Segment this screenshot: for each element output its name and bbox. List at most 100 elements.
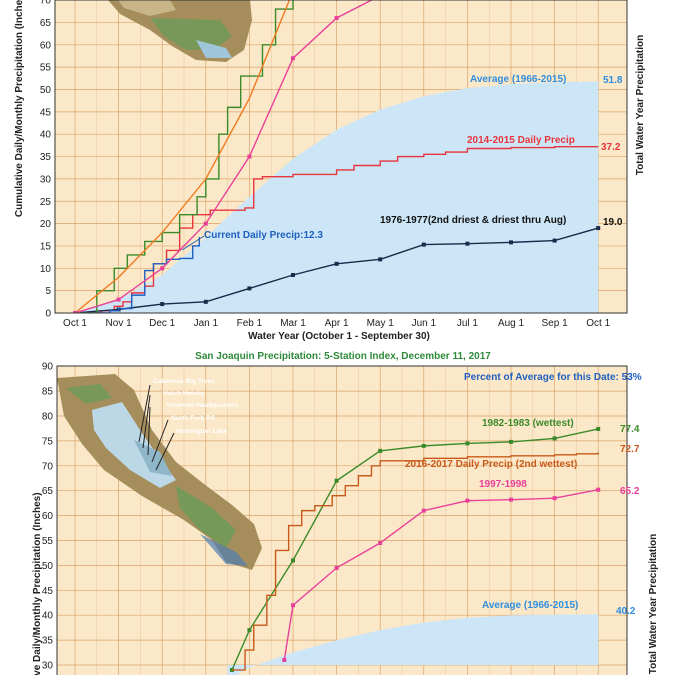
bottom-series-1-point — [552, 436, 557, 441]
top-x-tick-label: Oct 1 — [586, 318, 610, 329]
top-series-2-point — [465, 241, 470, 246]
bottom-series-1-point — [291, 558, 295, 563]
bottom-average-label: Average (1966-2015) — [482, 600, 578, 611]
top-series-line-6 — [74, 0, 374, 313]
top-y-tick-label: 45 — [40, 107, 52, 118]
top-current-label-pointer — [181, 235, 205, 251]
top-x-ticks: Oct 1 Nov 1 Dec 1 Jan 1 Feb 1 Mar 1 Apr 1 May 1… — [63, 318, 611, 329]
top-chart: 0 5 10 15 20 25 30 35 40 45 50 55 60 65 70 Oct 1 Nov 1 D… — [14, 0, 646, 342]
top-x-tick-label: Apr 1 — [325, 318, 349, 329]
bottom-series-3-point — [282, 658, 287, 663]
top-x-tick-label: Jan 1 — [194, 318, 219, 329]
top-1976-1977-label: 1976-1977(2nd driest & driest thru Aug) — [380, 215, 566, 226]
top-series-2-point — [291, 273, 295, 278]
bottom-y-tick-label: 30 — [42, 661, 54, 672]
top-x-tick-label: Feb 1 — [237, 318, 263, 329]
bottom-y-axis-label: ative Daily/Monthly Precipitation (Inche… — [32, 492, 43, 675]
map-label-huntington: Huntington Lake — [176, 428, 228, 435]
bottom-y-tick-label: 70 — [42, 461, 54, 472]
top-1976-1977-end-value: 19.0 — [603, 217, 623, 228]
top-series-2-point — [378, 257, 383, 262]
top-series-2-point — [509, 240, 513, 245]
top-y-tick-label: 5 — [45, 286, 51, 297]
top-series-line-1 — [75, 146, 599, 313]
bottom-plot-border — [56, 365, 628, 675]
bottom-y-tick-label: 35 — [42, 636, 54, 647]
top-y-ticks: 0 5 10 15 20 25 30 35 40 45 50 55 60 65 70 — [40, 0, 52, 320]
bottom-series-3-point — [509, 497, 513, 502]
bottom-series-3-point — [291, 603, 295, 608]
top-y-tick-label: 35 — [40, 152, 52, 163]
map-label-yosemite: Yosemite Headquarters — [166, 402, 239, 409]
top-y-tick-label: 65 — [40, 18, 52, 29]
top-series-2-point — [552, 238, 557, 243]
bottom-series-3-point — [334, 565, 339, 570]
bottom-series-1-point — [334, 478, 339, 483]
top-y-tick-label: 60 — [40, 40, 52, 51]
top-series-line-5 — [74, 0, 291, 313]
bottom-1997-1998-end-value: 65.2 — [620, 486, 640, 497]
map-label-hetch-hetchy: Hetch Hetchy — [163, 390, 205, 397]
bottom-y-tick-label: 90 — [42, 362, 54, 373]
map-label-north-fork: North Fork RS — [171, 415, 216, 422]
top-current-label: Current Daily Precip:12.3 — [204, 230, 323, 241]
bottom-1982-1983-end-value: 77.4 — [620, 424, 640, 435]
top-series-2-point — [334, 261, 339, 266]
bottom-y-tick-label: 60 — [42, 511, 54, 522]
top-x-tick-label: Sep 1 — [542, 318, 569, 329]
bottom-series-3-point — [596, 487, 601, 492]
top-x-tick-label: Jun 1 — [412, 318, 437, 329]
bottom-series-lines — [229, 426, 601, 672]
california-map-inset — [108, 0, 252, 62]
top-x-tick-label: May 1 — [367, 318, 395, 329]
bottom-y-tick-label: 50 — [42, 561, 54, 572]
map-label-calaveras: Calaveras Big Trees — [153, 378, 215, 385]
bottom-y-tick-label: 85 — [42, 387, 54, 398]
top-x-tick-label: Mar 1 — [280, 318, 306, 329]
top-x-tick-label: Aug 1 — [498, 318, 525, 329]
top-series-6-point — [203, 221, 208, 226]
bottom-y-tick-label: 80 — [42, 412, 54, 423]
bottom-series-3-point — [421, 508, 426, 513]
top-x-tick-label: Dec 1 — [149, 318, 176, 329]
top-series-line-3 — [75, 237, 200, 313]
top-y-tick-label: 70 — [40, 0, 52, 7]
top-y-tick-label: 50 — [40, 85, 52, 96]
bottom-right-axis-label: Total Water Year Precipitation — [648, 534, 659, 674]
bottom-map-callouts: Calaveras Big Trees Hetch Hetchy Yosemit… — [138, 378, 239, 471]
top-plot-border — [54, 0, 628, 314]
bottom-average-area — [227, 614, 599, 675]
top-y-tick-label: 15 — [40, 241, 52, 252]
bottom-series-1-point — [247, 628, 252, 633]
top-series-line-4 — [75, 0, 294, 313]
top-y-tick-label: 25 — [40, 197, 52, 208]
top-series-6-point — [73, 311, 77, 313]
bottom-1982-1983-label: 1982-1983 (wettest) — [482, 418, 574, 429]
bottom-series-1-point — [509, 439, 513, 444]
bottom-y-tick-label: 55 — [42, 536, 54, 547]
top-2014-2015-end-value: 37.2 — [601, 142, 621, 153]
bottom-series-1-point — [596, 426, 601, 431]
top-y-tick-label: 40 — [40, 130, 52, 141]
top-x-tick-label: Oct 1 — [63, 318, 87, 329]
bottom-series-1-point — [378, 448, 383, 453]
top-series-6-point — [160, 266, 165, 271]
bottom-y-ticks: 30 35 40 45 50 55 60 65 70 75 80 85 90 — [42, 362, 54, 672]
bottom-series-3-point — [552, 496, 557, 501]
top-right-axis-label: Total Water Year Precipitation — [635, 35, 646, 175]
top-y-tick-label: 20 — [40, 219, 52, 230]
top-series-6-point — [116, 297, 121, 302]
bottom-series-3-point — [378, 540, 383, 545]
top-x-tick-label: Jul 1 — [457, 318, 479, 329]
top-series-6-point — [291, 56, 295, 61]
top-series-2-point — [247, 286, 252, 291]
bottom-chart: San Joaquin Precipitation: 5-Station Ind… — [32, 351, 659, 675]
top-average-label: Average (1966-2015) — [470, 74, 566, 85]
bottom-1997-1998-label: 1997-1998 — [479, 479, 527, 490]
top-series-2-point — [421, 242, 426, 247]
bottom-chart-title: San Joaquin Precipitation: 5-Station Ind… — [195, 351, 491, 362]
bottom-series-line-2 — [231, 452, 599, 671]
top-x-tick-label: Nov 1 — [106, 318, 133, 329]
top-y-axis-label: Cumulative Daily/Monthly Precipitation (… — [14, 0, 25, 217]
